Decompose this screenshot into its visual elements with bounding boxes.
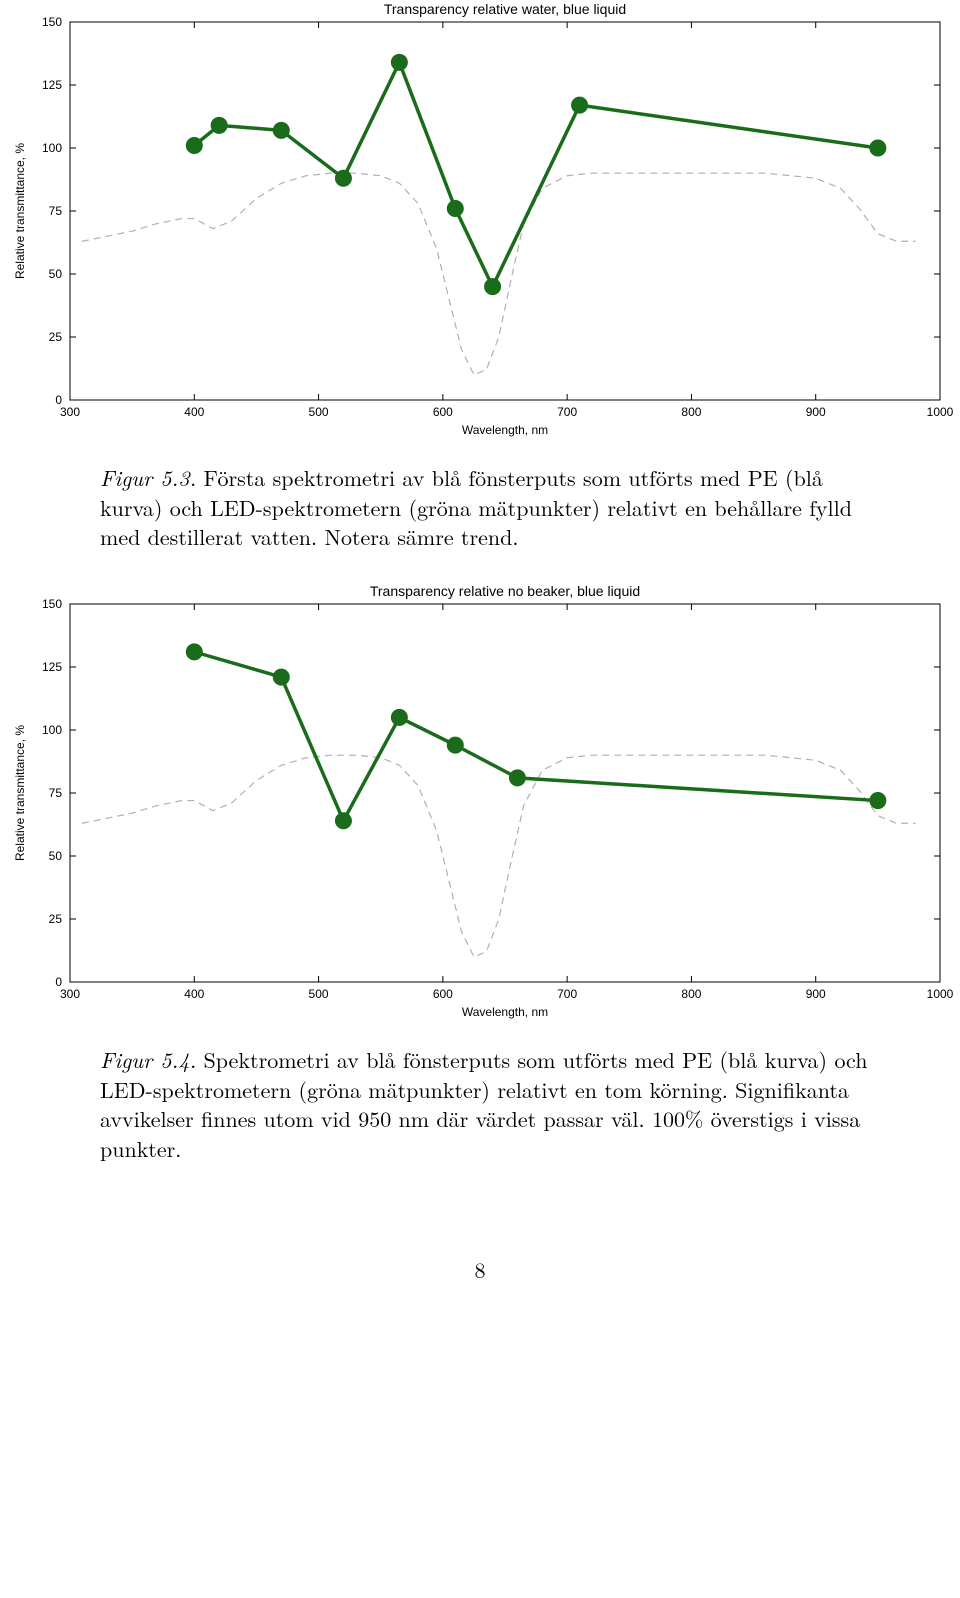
svg-text:50: 50 — [49, 267, 63, 281]
svg-text:Wavelength, nm: Wavelength, nm — [462, 423, 548, 437]
svg-text:150: 150 — [42, 597, 62, 611]
svg-text:Transparency relative water, b: Transparency relative water, blue liquid — [384, 1, 626, 17]
svg-text:Relative transmittance, %: Relative transmittance, % — [13, 143, 27, 279]
chart2-svg: 300 400 500 600 700 800 900 1000 0 25 50 75 100 125 15… — [0, 582, 960, 1022]
svg-text:50: 50 — [49, 849, 63, 863]
page-number: 8 — [0, 1254, 960, 1285]
svg-text:125: 125 — [42, 660, 62, 674]
figure-label: Figur 5.3. — [100, 462, 196, 493]
svg-text:Relative transmittance, %: Relative transmittance, % — [13, 725, 27, 861]
svg-text:150: 150 — [42, 15, 62, 29]
chart-transparency-no-beaker: 300 400 500 600 700 800 900 1000 0 25 50 75 100 125 15… — [0, 582, 960, 1027]
chart-transparency-water: 300 400 500 600 700 800 900 1000 0 25 50 75 100 125 15… — [0, 0, 960, 445]
svg-text:25: 25 — [49, 330, 63, 344]
svg-text:Wavelength, nm: Wavelength, nm — [462, 1005, 548, 1019]
svg-text:700: 700 — [557, 405, 577, 419]
svg-text:600: 600 — [433, 405, 453, 419]
svg-text:0: 0 — [55, 393, 62, 407]
svg-text:75: 75 — [49, 204, 63, 218]
svg-text:400: 400 — [184, 987, 204, 1001]
svg-text:1000: 1000 — [927, 987, 954, 1001]
svg-text:600: 600 — [433, 987, 453, 1001]
svg-text:300: 300 — [60, 405, 80, 419]
svg-text:400: 400 — [184, 405, 204, 419]
figure-label: Figur 5.4. — [100, 1044, 196, 1075]
figure-caption-text: Första spektrometri av blå fönsterputs s… — [100, 462, 852, 552]
svg-text:900: 900 — [806, 405, 826, 419]
svg-text:0: 0 — [55, 975, 62, 989]
svg-text:1000: 1000 — [927, 405, 954, 419]
svg-text:125: 125 — [42, 78, 62, 92]
figure-caption-text: Spektrometri av blå fönsterputs som utfö… — [100, 1044, 867, 1164]
svg-text:900: 900 — [806, 987, 826, 1001]
svg-text:100: 100 — [42, 141, 62, 155]
svg-text:Transparency relative no beake: Transparency relative no beaker, blue li… — [370, 583, 640, 599]
svg-text:500: 500 — [309, 987, 329, 1001]
chart1-svg: 300 400 500 600 700 800 900 1000 0 25 50 75 100 125 15… — [0, 0, 960, 440]
svg-text:25: 25 — [49, 912, 63, 926]
figure-caption-5-3: Figur 5.3. Första spektrometri av blå fö… — [100, 463, 880, 552]
svg-text:800: 800 — [681, 987, 701, 1001]
svg-text:300: 300 — [60, 987, 80, 1001]
svg-text:500: 500 — [309, 405, 329, 419]
svg-text:100: 100 — [42, 723, 62, 737]
svg-text:75: 75 — [49, 786, 63, 800]
svg-text:700: 700 — [557, 987, 577, 1001]
svg-text:800: 800 — [681, 405, 701, 419]
figure-caption-5-4: Figur 5.4. Spektrometri av blå fönsterpu… — [100, 1045, 880, 1164]
